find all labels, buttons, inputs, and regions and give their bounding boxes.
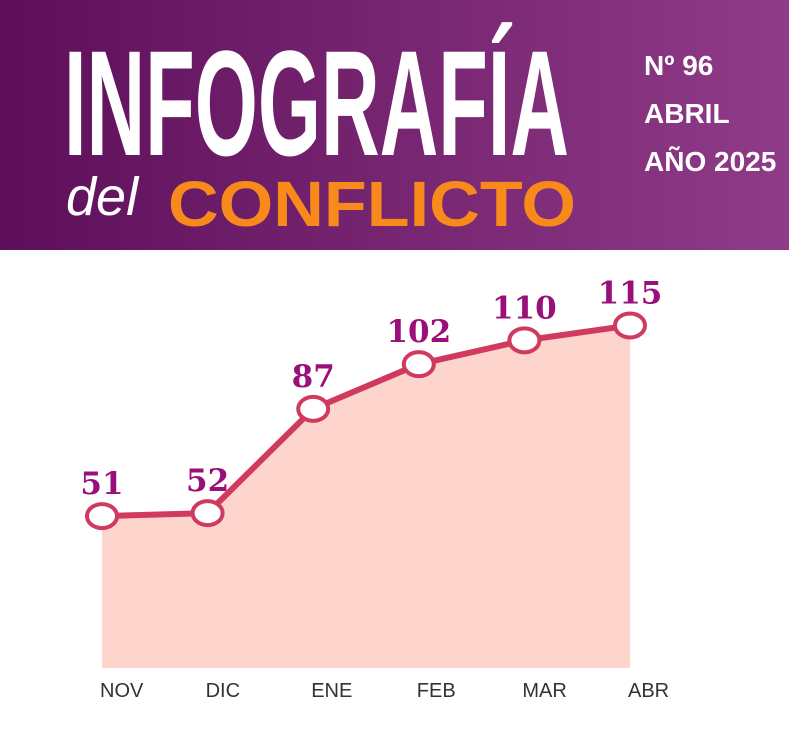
x-tick-label: DIC: [206, 680, 240, 702]
x-tick-label: ENE: [311, 680, 352, 702]
value-label: 87: [292, 359, 335, 395]
x-tick-label: NOV: [100, 680, 144, 702]
header-subtitle-small: del: [66, 167, 140, 227]
issue-month: ABRIL: [644, 98, 730, 129]
value-label: 115: [598, 275, 663, 311]
point: [85, 502, 119, 531]
point: [613, 311, 647, 340]
x-tick-label: ABR: [628, 680, 669, 702]
header-title: INFOGRAFÍA: [64, 19, 569, 187]
issue-year: AÑO 2025: [644, 146, 776, 177]
issue-number: Nº 96: [644, 50, 713, 81]
header-subtitle: CONFLICTO: [168, 168, 576, 240]
value-label: 110: [492, 290, 557, 326]
point: [507, 326, 542, 355]
header-band: [0, 0, 789, 250]
x-tick-label: MAR: [522, 680, 566, 702]
value-label: 51: [80, 466, 123, 502]
line: [101, 322, 631, 520]
point: [190, 499, 225, 528]
x-tick-label: FEB: [417, 680, 456, 702]
chart: 51 52 87 102 110 115 NOV DIC ENE FEB MAR ABR: [80, 275, 669, 702]
area-fill: [102, 325, 630, 668]
value-label: 52: [186, 463, 229, 499]
point: [401, 350, 436, 379]
value-label: 102: [386, 314, 451, 350]
point: [296, 394, 331, 423]
